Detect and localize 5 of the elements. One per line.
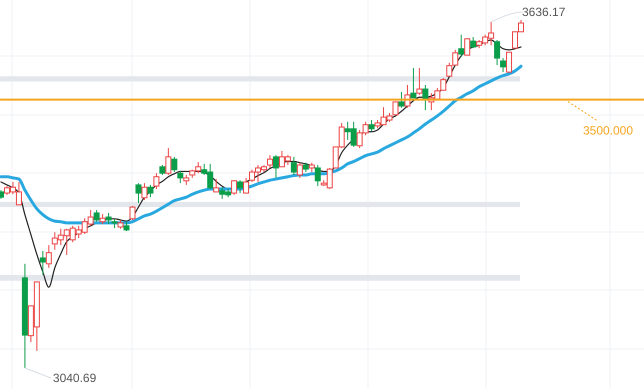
text: 3040.69 [52,371,97,385]
candlestick [22,263,28,368]
text: 3636.17 [522,5,566,19]
candlestick [40,250,46,276]
legend-label: 3500.000 [582,124,634,138]
